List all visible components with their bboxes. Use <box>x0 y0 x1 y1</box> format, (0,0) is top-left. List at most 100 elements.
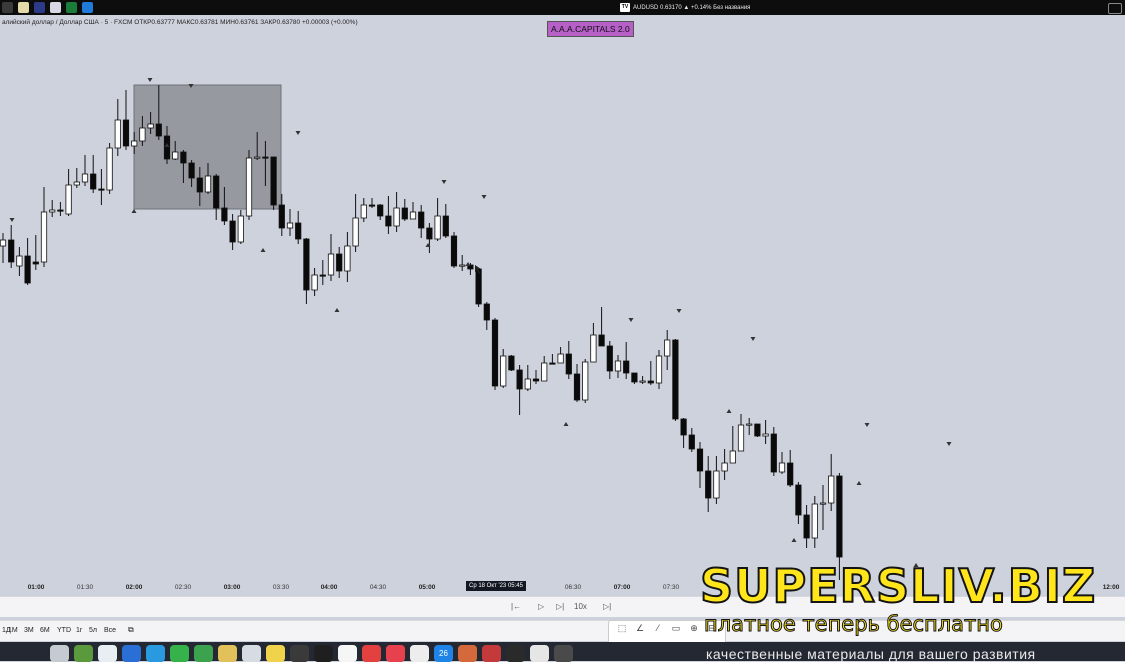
candle[interactable] <box>606 341 613 379</box>
candle[interactable] <box>483 302 490 330</box>
candle[interactable] <box>754 423 761 437</box>
candle[interactable] <box>664 330 671 370</box>
browser-tab-app-icon[interactable] <box>66 2 77 13</box>
dock-app-icon[interactable] <box>410 645 429 662</box>
jump-forward-icon[interactable]: ▷| <box>603 602 612 611</box>
candle[interactable] <box>737 414 745 452</box>
timeframe-3m[interactable]: 3М <box>24 627 34 634</box>
candle[interactable] <box>401 199 408 221</box>
zoom-out-tool-icon[interactable]: ⊟ <box>708 623 716 633</box>
candle[interactable] <box>385 196 392 234</box>
dock-app-icon[interactable] <box>146 645 165 662</box>
candle[interactable] <box>188 160 195 187</box>
candle[interactable] <box>377 204 384 220</box>
candle[interactable] <box>16 247 23 276</box>
candle[interactable] <box>327 234 335 281</box>
candle[interactable] <box>549 354 556 365</box>
candle[interactable] <box>746 418 753 435</box>
candle[interactable] <box>819 485 827 530</box>
candle[interactable] <box>696 442 704 488</box>
candle[interactable] <box>270 156 277 210</box>
dock-app-icon[interactable] <box>386 645 405 662</box>
dock-app-icon[interactable] <box>50 645 69 662</box>
candle[interactable] <box>155 85 162 140</box>
candle[interactable] <box>303 238 310 304</box>
replay-speed-button[interactable]: 10x <box>574 602 587 611</box>
candle[interactable] <box>787 450 794 487</box>
candle[interactable] <box>73 168 80 188</box>
candle[interactable] <box>516 365 523 415</box>
candle[interactable] <box>770 427 777 476</box>
candle[interactable] <box>573 364 581 402</box>
candle[interactable] <box>508 355 515 371</box>
candle[interactable] <box>729 426 736 464</box>
candle[interactable] <box>245 150 253 220</box>
candle[interactable] <box>213 174 220 220</box>
rectangle-tool-icon[interactable]: ⬚ <box>617 623 627 633</box>
dock-app-icon[interactable] <box>362 645 381 662</box>
candle[interactable] <box>582 359 589 403</box>
dock-app-icon[interactable] <box>194 645 213 662</box>
trendline-tool-icon[interactable]: ⁄ <box>657 623 659 633</box>
box-tool-icon[interactable]: ▭ <box>671 623 681 633</box>
candle[interactable] <box>541 356 548 382</box>
candle[interactable] <box>360 198 367 222</box>
candle[interactable] <box>426 223 433 253</box>
candle[interactable] <box>434 198 441 241</box>
candle[interactable] <box>286 209 294 236</box>
dock-app-icon[interactable] <box>122 645 141 662</box>
calendar-range-icon[interactable]: ⧉ <box>128 625 134 634</box>
dock-app-icon[interactable] <box>482 645 501 662</box>
candle[interactable] <box>40 187 48 267</box>
candle[interactable] <box>836 473 843 580</box>
candle[interactable] <box>344 232 351 282</box>
timeframe-all[interactable]: Все <box>104 627 117 634</box>
dock-app-icon[interactable] <box>170 645 189 662</box>
candle[interactable] <box>590 323 597 363</box>
dock-app-icon[interactable] <box>554 645 573 662</box>
candle[interactable] <box>565 341 572 379</box>
candle[interactable] <box>623 342 630 379</box>
browser-tab-app-icon[interactable] <box>2 2 13 13</box>
browser-tab-app-icon[interactable] <box>50 2 61 13</box>
candle[interactable] <box>614 355 622 378</box>
candle[interactable] <box>688 428 695 452</box>
timeframe-ytd[interactable]: YTD <box>57 627 71 634</box>
candle[interactable] <box>172 141 179 160</box>
dock-app-icon[interactable] <box>530 645 549 662</box>
candle[interactable] <box>0 233 7 263</box>
candle[interactable] <box>631 372 638 384</box>
dock-app-icon[interactable] <box>458 645 477 662</box>
candle[interactable] <box>639 376 646 384</box>
browser-tab-app-icon[interactable] <box>82 2 93 13</box>
candle[interactable] <box>418 205 425 238</box>
angle-tool-icon[interactable]: ∠ <box>635 623 645 633</box>
dock-app-icon[interactable] <box>314 645 333 662</box>
candle[interactable] <box>557 347 564 364</box>
candle[interactable] <box>459 255 466 271</box>
candle[interactable] <box>196 167 203 206</box>
play-icon[interactable]: ▷ <box>538 602 545 611</box>
candle[interactable] <box>221 187 228 225</box>
candle[interactable] <box>680 418 687 448</box>
jump-back-icon[interactable]: |← <box>511 602 522 611</box>
timeframe-5y[interactable]: 5л <box>89 627 97 634</box>
timeframe-1y[interactable]: 1г <box>76 627 83 634</box>
candle[interactable] <box>811 496 818 548</box>
dock-app-icon[interactable] <box>338 645 357 662</box>
time-axis[interactable]: 01:00 01:30 02:00 02:30 03:00 03:30 04:0… <box>0 580 1125 594</box>
candle[interactable] <box>278 194 285 236</box>
candle[interactable] <box>409 202 417 220</box>
candle[interactable] <box>24 238 31 285</box>
candle[interactable] <box>114 99 121 156</box>
candle[interactable] <box>803 505 810 548</box>
candle[interactable] <box>57 202 64 216</box>
browser-tab-app-icon[interactable] <box>34 2 45 13</box>
candle[interactable] <box>90 155 97 193</box>
candle[interactable] <box>32 235 39 270</box>
candle[interactable] <box>598 307 605 347</box>
browser-tab-app-icon[interactable] <box>18 2 29 13</box>
candle[interactable] <box>442 204 449 238</box>
dock-app-icon[interactable] <box>98 645 117 662</box>
candle[interactable] <box>8 225 15 268</box>
